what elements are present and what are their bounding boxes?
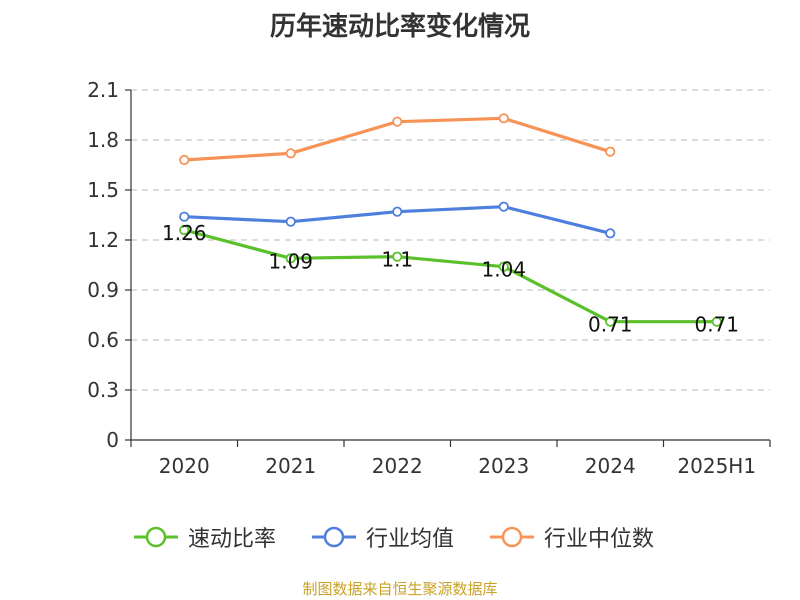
- y-tick-label: 1.5: [87, 178, 119, 202]
- data-labels: 1.26 1.09 1.1 1.04 0.71 0.71: [162, 221, 739, 337]
- data-point[interactable]: [711, 316, 722, 327]
- y-tick-label: 0.6: [87, 328, 119, 352]
- data-label: 0.71: [694, 313, 739, 337]
- legend: 速动比率 行业均值 行业中位数: [0, 520, 800, 554]
- x-tick-label: 2023: [478, 454, 529, 478]
- data-point[interactable]: [179, 224, 190, 236]
- data-label: 1.04: [481, 258, 526, 282]
- legend-label-industry-median: 行业中位数: [544, 527, 655, 552]
- legend-item-industry-median[interactable]: 行业中位数: [488, 520, 654, 554]
- x-tick-label: 2022: [372, 454, 423, 478]
- legend-swatch-quick-ratio: [134, 526, 178, 548]
- y-tick-label: 0: [106, 428, 119, 452]
- y-tick-label: 0.9: [87, 278, 119, 302]
- data-point[interactable]: [392, 206, 403, 217]
- data-point[interactable]: [285, 253, 296, 264]
- legend-swatch-industry-mean: [312, 526, 356, 548]
- data-point[interactable]: [605, 228, 616, 239]
- data-label: 1.26: [162, 221, 207, 245]
- x-tick-label: 2021: [265, 454, 316, 478]
- legend-label-industry-mean: 行业均值: [366, 527, 455, 552]
- data-point[interactable]: [605, 316, 616, 327]
- data-point[interactable]: [392, 116, 403, 127]
- grid-lines: [131, 89, 770, 391]
- source-note: 制图数据来自恒生聚源数据库: [302, 580, 498, 598]
- series-line: [183, 228, 717, 324]
- y-tick-label: 1.2: [87, 228, 119, 252]
- data-label: 0.71: [588, 313, 633, 337]
- data-point[interactable]: [392, 251, 403, 262]
- x-tick-label: 2025H1: [677, 454, 756, 478]
- axes: 0 0.3 0.6 0.9 1.2 1.5 1.8 2.1 2020 2021 2022 2023 20…: [87, 78, 771, 478]
- chart-title: 历年速动比率变化情况: [269, 12, 530, 42]
- legend-item-quick-ratio[interactable]: 速动比率: [132, 520, 276, 554]
- data-point[interactable]: [498, 261, 509, 272]
- y-tick-label: 1.8: [87, 128, 119, 152]
- data-point[interactable]: [179, 154, 190, 166]
- y-tick-label: 2.1: [87, 78, 119, 102]
- data-point[interactable]: [285, 148, 296, 159]
- data-label: 1.1: [381, 248, 413, 272]
- y-tick-label: 0.3: [87, 378, 119, 402]
- data-point[interactable]: [285, 216, 296, 227]
- data-point[interactable]: [605, 146, 616, 157]
- legend-item-industry-mean[interactable]: 行业均值: [310, 520, 454, 554]
- data-point[interactable]: [498, 113, 509, 124]
- series-points: [179, 113, 722, 327]
- x-tick-label: 2020: [159, 454, 210, 478]
- data-label: 1.09: [268, 249, 313, 273]
- series-lines: [183, 116, 717, 324]
- data-point[interactable]: [179, 211, 190, 222]
- x-tick-label: 2024: [585, 454, 636, 478]
- legend-label-quick-ratio: 速动比率: [188, 527, 277, 552]
- data-point[interactable]: [498, 201, 509, 212]
- legend-swatch-industry-median: [490, 526, 534, 548]
